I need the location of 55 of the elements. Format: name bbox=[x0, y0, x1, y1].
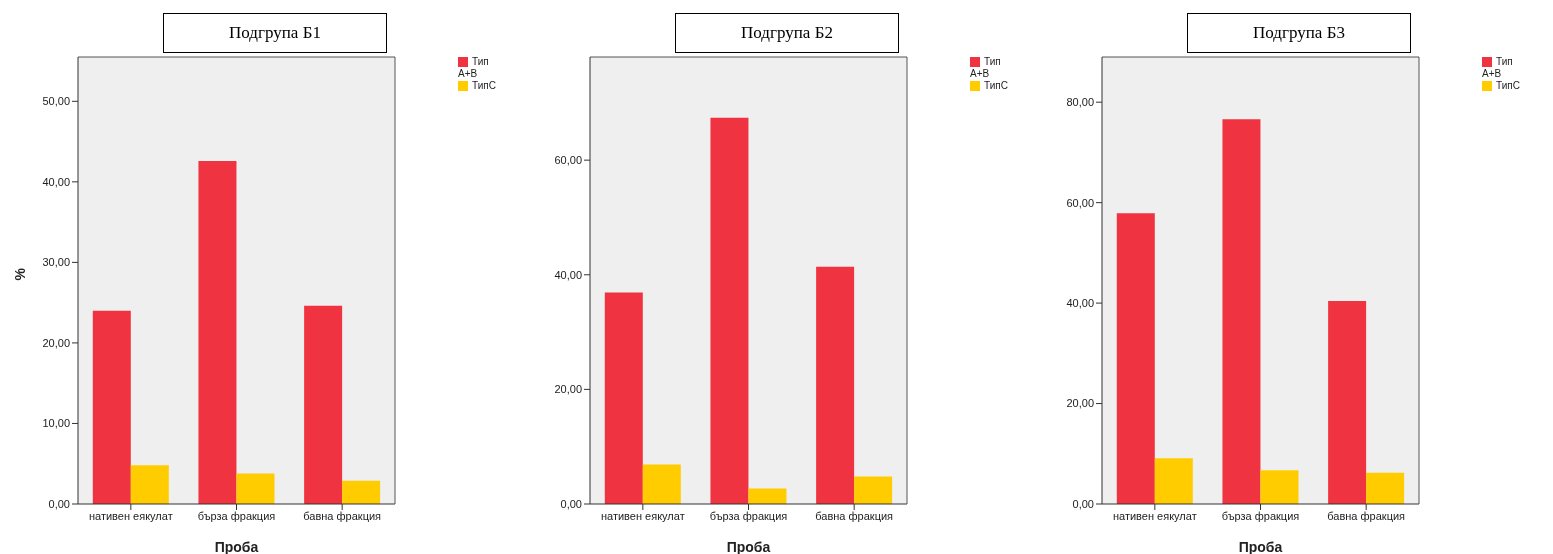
y-tick-label: 80,00 bbox=[1066, 96, 1094, 109]
x-axis-title: Проба bbox=[1238, 539, 1283, 554]
y-tick-label: 30,00 bbox=[42, 256, 70, 269]
legend-label: Тип А+В bbox=[458, 56, 489, 79]
y-axis-title: % bbox=[11, 267, 28, 281]
y-tick-label: 20,00 bbox=[42, 336, 70, 349]
x-tick-label: бърза фракция bbox=[1221, 509, 1300, 522]
bar bbox=[748, 488, 787, 504]
legend-label: ТипС bbox=[472, 80, 496, 91]
legend-label: ТипС bbox=[1496, 80, 1520, 91]
y-tick-label: 60,00 bbox=[554, 154, 582, 167]
bar bbox=[710, 117, 749, 504]
bar bbox=[92, 310, 131, 504]
y-tick-label: 60,00 bbox=[1066, 196, 1094, 209]
x-axis-title: Проба bbox=[726, 539, 771, 554]
bar bbox=[1154, 458, 1193, 504]
x-axis-title: Проба bbox=[214, 539, 259, 554]
bar bbox=[854, 476, 893, 504]
bar bbox=[304, 305, 343, 504]
x-tick-label: бърза фракция bbox=[709, 509, 788, 522]
x-tick-label: бавна фракция bbox=[815, 509, 894, 522]
y-tick-label: 0,00 bbox=[48, 497, 70, 510]
y-tick-label: 40,00 bbox=[42, 175, 70, 188]
bar bbox=[816, 266, 855, 504]
y-tick-label: 0,00 bbox=[1072, 497, 1094, 510]
bar bbox=[130, 465, 169, 504]
y-tick-label: 40,00 bbox=[554, 268, 582, 281]
y-tick-label: 0,00 bbox=[560, 497, 582, 510]
y-tick-label: 40,00 bbox=[1066, 297, 1094, 310]
bar bbox=[604, 292, 643, 504]
x-tick-label: нативен еякулат bbox=[88, 509, 173, 522]
bar bbox=[198, 160, 237, 504]
bar bbox=[236, 473, 275, 504]
x-tick-label: нативен еякулат bbox=[600, 509, 685, 522]
x-tick-label: нативен еякулат bbox=[1112, 509, 1197, 522]
y-tick-label: 20,00 bbox=[554, 383, 582, 396]
bar bbox=[642, 464, 681, 504]
bar bbox=[1366, 472, 1405, 504]
chart-title: Подгрупа Б2 bbox=[675, 13, 899, 53]
bar bbox=[1328, 301, 1367, 504]
bar bbox=[342, 480, 381, 504]
bar bbox=[1260, 470, 1299, 504]
legend-label: Тип А+В bbox=[970, 56, 1001, 79]
y-tick-label: 20,00 bbox=[1066, 397, 1094, 410]
y-tick-label: 10,00 bbox=[42, 417, 70, 430]
y-tick-label: 50,00 bbox=[42, 95, 70, 108]
x-tick-label: бавна фракция bbox=[303, 509, 382, 522]
bar bbox=[1116, 213, 1155, 504]
bar bbox=[1222, 119, 1261, 504]
legend-label: Тип А+В bbox=[1482, 56, 1513, 79]
chart-title: Подгрупа Б1 bbox=[163, 13, 387, 53]
legend-label: ТипС bbox=[984, 80, 1008, 91]
chart-title: Подгрупа Б3 bbox=[1187, 13, 1411, 53]
x-tick-label: бърза фракция bbox=[197, 509, 276, 522]
x-tick-label: бавна фракция bbox=[1327, 509, 1406, 522]
